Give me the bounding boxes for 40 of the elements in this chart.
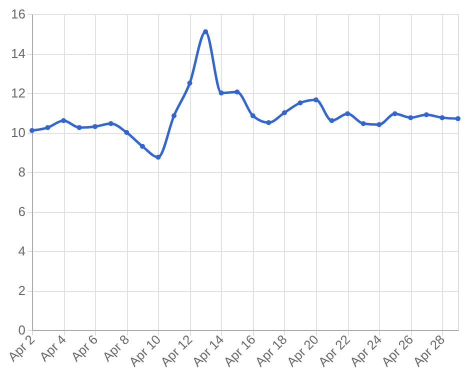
point: [376, 122, 382, 128]
point: [61, 118, 66, 124]
y-tick-label: 2: [18, 283, 26, 298]
x-tick-label: Apr 4: [36, 332, 70, 364]
point: [298, 100, 303, 106]
point: [345, 111, 350, 116]
y-tick-label: 4: [18, 244, 26, 258]
point: [360, 121, 366, 126]
point: [156, 154, 161, 160]
y-tick-label: 12: [11, 86, 26, 100]
point: [392, 111, 398, 116]
y-tick-label: 10: [11, 125, 26, 140]
point: [329, 118, 334, 124]
point: [172, 113, 176, 118]
point: [234, 90, 240, 95]
point: [140, 144, 145, 149]
point: [187, 80, 192, 86]
y-tick-label: 6: [18, 204, 26, 219]
point: [218, 90, 224, 96]
y-tick-label: 14: [11, 46, 26, 61]
point: [124, 130, 130, 135]
point: [30, 128, 34, 134]
point: [203, 29, 208, 34]
point: [108, 121, 114, 126]
point: [92, 124, 98, 130]
point: [314, 97, 318, 102]
point: [76, 125, 82, 130]
point: [456, 116, 460, 122]
x-tick-label: Apr 8: [100, 332, 132, 364]
point: [408, 115, 414, 120]
y-tick-label: 0: [18, 322, 26, 338]
x-tick-label: Apr 6: [68, 332, 101, 364]
point: [282, 110, 287, 116]
point: [250, 113, 256, 118]
point: [424, 112, 429, 118]
point: [440, 115, 445, 120]
y-tick-label: 16: [11, 6, 26, 22]
y-tick-label: 8: [18, 164, 26, 180]
point: [266, 120, 272, 126]
point: [45, 125, 50, 130]
